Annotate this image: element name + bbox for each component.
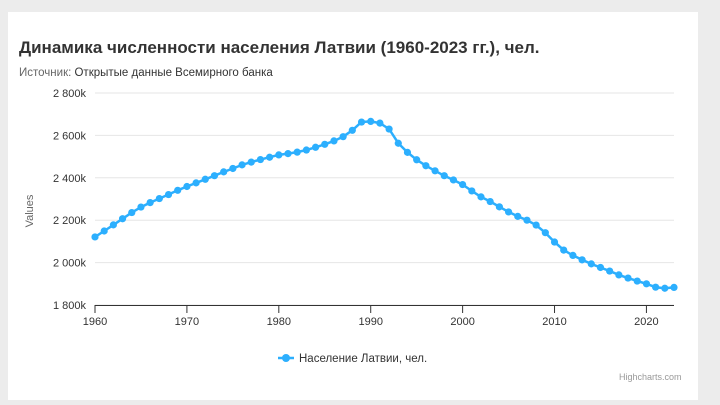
data-point[interactable] (118, 215, 127, 223)
data-point[interactable] (459, 180, 467, 189)
x-axis: 1960 1970 1980 1990 2000 2010 2020 (83, 305, 674, 328)
data-point[interactable] (440, 172, 448, 180)
data-point[interactable] (403, 148, 412, 156)
data-point[interactable] (247, 158, 255, 166)
data-point[interactable] (210, 172, 219, 180)
x-tick-label: 1960 (83, 316, 107, 328)
data-point[interactable] (633, 277, 641, 285)
data-point[interactable] (495, 203, 503, 211)
data-point[interactable] (275, 151, 283, 159)
data-point[interactable] (652, 283, 660, 291)
x-tick-label: 1990 (358, 316, 382, 328)
subtitle-source-link[interactable]: Открытые данные Всемирного банка (74, 67, 273, 79)
data-point[interactable] (532, 221, 540, 229)
data-point[interactable] (238, 161, 246, 169)
data-point[interactable] (155, 194, 163, 203)
data-point[interactable] (174, 186, 182, 194)
data-point[interactable] (330, 137, 338, 145)
data-point[interactable] (321, 140, 329, 148)
data-point[interactable] (569, 251, 577, 259)
data-point[interactable] (661, 284, 669, 292)
data-point[interactable] (504, 208, 513, 216)
credits-link[interactable]: Highcharts.com (619, 372, 682, 382)
data-point[interactable] (606, 267, 614, 275)
data-point[interactable] (311, 143, 320, 151)
data-point[interactable] (587, 260, 595, 268)
legend-marker (282, 354, 290, 362)
y-axis-title: Values (24, 194, 36, 227)
data-point[interactable] (431, 167, 439, 175)
data-point[interactable] (357, 118, 366, 126)
data-point[interactable] (560, 246, 568, 254)
data-point[interactable] (192, 179, 200, 187)
x-tick-label: 2000 (450, 316, 474, 328)
data-point[interactable] (385, 125, 393, 133)
data-point[interactable] (348, 126, 356, 134)
data-point[interactable] (550, 238, 559, 246)
x-tick-label: 1980 (267, 316, 291, 328)
data-point[interactable] (376, 119, 384, 127)
x-tick-label: 1970 (175, 316, 199, 328)
line-chart: 1 800k 2 000k 2 200k 2 400k 2 600k 2 800k 196… (24, 88, 678, 365)
data-point[interactable] (514, 212, 522, 220)
data-point[interactable] (486, 197, 494, 206)
data-point[interactable] (394, 139, 402, 147)
y-tick-label: 2 600k (53, 130, 87, 142)
data-point[interactable] (293, 148, 301, 156)
data-point[interactable] (266, 153, 274, 161)
data-point[interactable] (596, 263, 605, 272)
data-point[interactable] (578, 256, 586, 264)
x-tick-label: 2010 (542, 316, 566, 328)
legend[interactable]: Население Латвии, чел. (278, 353, 427, 365)
chart-card: Динамика численности населения Латвии (1… (8, 12, 698, 400)
data-point[interactable] (100, 227, 108, 235)
y-tick-label: 2 200k (53, 215, 87, 227)
data-point[interactable] (422, 162, 430, 170)
data-point[interactable] (201, 175, 209, 183)
data-point[interactable] (477, 193, 485, 201)
data-point[interactable] (183, 182, 191, 191)
y-tick-label: 2 000k (53, 258, 87, 270)
series-points (91, 117, 678, 292)
y-axis-tick-labels: 1 800k 2 000k 2 200k 2 400k 2 600k 2 800k (53, 88, 87, 312)
data-point[interactable] (615, 271, 623, 279)
data-point[interactable] (109, 221, 117, 229)
data-point[interactable] (339, 133, 347, 141)
data-point[interactable] (624, 274, 632, 282)
data-point[interactable] (413, 156, 421, 164)
chart-title: Динамика численности населения Латвии (1… (19, 38, 540, 57)
data-point[interactable] (128, 208, 136, 217)
data-point[interactable] (91, 233, 99, 241)
data-point[interactable] (642, 280, 651, 288)
data-point[interactable] (302, 146, 310, 154)
data-point[interactable] (367, 117, 375, 126)
data-point[interactable] (256, 155, 265, 164)
series-line (94, 120, 675, 290)
data-point[interactable] (523, 216, 531, 224)
legend-label[interactable]: Население Латвии, чел. (299, 353, 427, 365)
data-point[interactable] (146, 199, 154, 207)
data-point[interactable] (229, 164, 237, 173)
chart-subtitle: Источник: Открытые данные Всемирного бан… (19, 67, 273, 79)
data-point[interactable] (670, 283, 678, 292)
subtitle-prefix: Источник: (19, 67, 75, 79)
y-tick-label: 1 800k (53, 300, 87, 312)
data-point[interactable] (137, 203, 145, 211)
x-tick-label: 2020 (634, 316, 658, 328)
data-point[interactable] (284, 150, 292, 158)
data-point[interactable] (541, 229, 549, 237)
y-tick-label: 2 800k (53, 88, 87, 100)
data-point[interactable] (220, 168, 228, 176)
data-point[interactable] (468, 187, 476, 195)
y-tick-label: 2 400k (53, 173, 87, 185)
data-point[interactable] (449, 176, 458, 184)
data-point[interactable] (164, 190, 173, 199)
